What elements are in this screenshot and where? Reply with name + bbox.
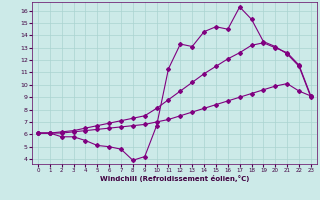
X-axis label: Windchill (Refroidissement éolien,°C): Windchill (Refroidissement éolien,°C) bbox=[100, 175, 249, 182]
